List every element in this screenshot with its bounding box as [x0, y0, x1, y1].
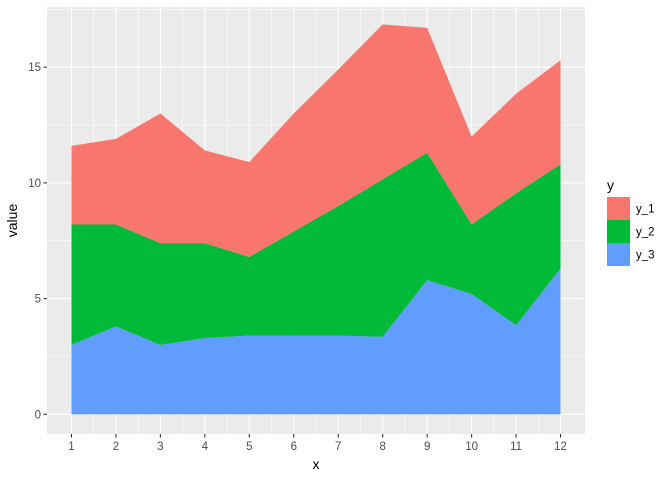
y-axis-ticks: 0 5 10 15	[28, 62, 47, 421]
x-tick-label: 1	[68, 441, 74, 453]
x-axis-ticks: 1 2 3 4 5 6 7 8 9 10 11 12	[68, 434, 567, 453]
area-series-y-2	[71, 152, 561, 345]
x-axis-title: x	[313, 456, 320, 472]
y-axis-title: value	[4, 204, 20, 238]
y-tick-label: 15	[28, 62, 41, 74]
legend-label: y_2	[636, 227, 655, 239]
y-tick-label: 0	[35, 409, 41, 421]
legend-key-y-2	[607, 220, 630, 243]
x-tick-label: 2	[113, 441, 119, 453]
area-series-y-3	[71, 268, 561, 415]
legend-label: y_3	[636, 250, 655, 262]
x-tick-label: 6	[291, 441, 297, 453]
stacked-areas	[71, 24, 561, 415]
x-tick-label: 11	[510, 441, 522, 453]
y-tick-label: 10	[28, 178, 41, 190]
legend-items: y_1 y_2 y_3	[607, 197, 655, 266]
x-tick-label: 10	[465, 441, 478, 453]
x-tick-label: 7	[335, 441, 341, 453]
legend: y y_1 y_2 y_3	[607, 177, 655, 266]
x-tick-label: 5	[246, 441, 252, 453]
y-tick-label: 5	[35, 294, 41, 306]
legend-key-y-3	[607, 243, 630, 266]
area-series-y-1	[71, 24, 561, 257]
legend-title: y	[607, 177, 614, 193]
x-tick-label: 4	[202, 441, 209, 453]
legend-label: y_1	[636, 204, 655, 216]
x-tick-label: 8	[379, 441, 385, 453]
x-tick-label: 9	[424, 441, 430, 453]
x-tick-label: 3	[157, 441, 163, 453]
x-tick-label: 12	[554, 441, 567, 453]
legend-key-y-1	[607, 197, 630, 220]
